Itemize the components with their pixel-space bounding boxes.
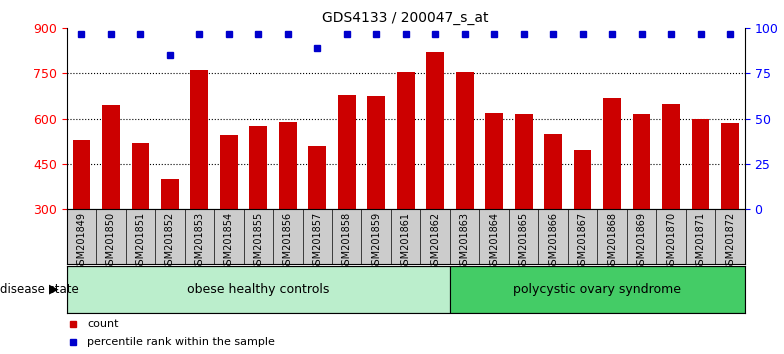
Text: GSM201849: GSM201849	[76, 212, 86, 270]
Text: obese healthy controls: obese healthy controls	[187, 283, 329, 296]
Text: disease state: disease state	[0, 283, 78, 296]
Text: GSM201872: GSM201872	[725, 212, 735, 271]
Text: GSM201864: GSM201864	[489, 212, 499, 270]
Bar	[456, 72, 474, 209]
Bar	[191, 70, 209, 209]
Text: GSM201868: GSM201868	[607, 212, 617, 270]
Bar	[450, 266, 745, 313]
Bar	[368, 96, 385, 209]
Text: ▶: ▶	[49, 283, 59, 296]
Bar	[249, 126, 267, 209]
Bar	[102, 105, 120, 209]
Bar	[73, 140, 90, 209]
Text: GSM201866: GSM201866	[548, 212, 558, 270]
Bar	[515, 114, 532, 209]
Text: GSM201852: GSM201852	[165, 212, 175, 271]
Text: GSM201861: GSM201861	[401, 212, 411, 270]
Bar	[662, 104, 680, 209]
Text: GSM201853: GSM201853	[194, 212, 205, 271]
Text: GSM201871: GSM201871	[695, 212, 706, 271]
Text: GSM201869: GSM201869	[637, 212, 647, 270]
Bar	[67, 266, 450, 313]
Bar	[338, 95, 356, 209]
Text: GDS4133 / 200047_s_at: GDS4133 / 200047_s_at	[322, 11, 489, 25]
Text: GSM201865: GSM201865	[519, 212, 528, 271]
Bar	[220, 135, 238, 209]
Bar	[426, 52, 444, 209]
Text: GSM201851: GSM201851	[136, 212, 145, 271]
Bar	[603, 98, 621, 209]
Text: GSM201854: GSM201854	[223, 212, 234, 271]
Bar	[397, 72, 415, 209]
Bar	[544, 134, 562, 209]
Bar	[633, 114, 651, 209]
Text: GSM201850: GSM201850	[106, 212, 116, 271]
Text: GSM201862: GSM201862	[430, 212, 440, 271]
Bar	[308, 146, 326, 209]
Bar	[485, 113, 503, 209]
Text: polycystic ovary syndrome: polycystic ovary syndrome	[514, 283, 681, 296]
Bar	[132, 143, 149, 209]
Text: GSM201857: GSM201857	[312, 212, 322, 271]
Bar	[574, 150, 591, 209]
Text: GSM201867: GSM201867	[578, 212, 588, 271]
Text: GSM201863: GSM201863	[459, 212, 470, 270]
Bar	[279, 122, 296, 209]
Text: GSM201855: GSM201855	[253, 212, 263, 271]
Text: GSM201856: GSM201856	[283, 212, 292, 271]
Text: GSM201858: GSM201858	[342, 212, 352, 271]
Bar	[721, 123, 739, 209]
Bar	[161, 179, 179, 209]
Bar	[691, 119, 710, 209]
Text: GSM201870: GSM201870	[666, 212, 676, 271]
Text: count: count	[87, 319, 118, 329]
Text: percentile rank within the sample: percentile rank within the sample	[87, 337, 275, 347]
Text: GSM201859: GSM201859	[372, 212, 381, 271]
